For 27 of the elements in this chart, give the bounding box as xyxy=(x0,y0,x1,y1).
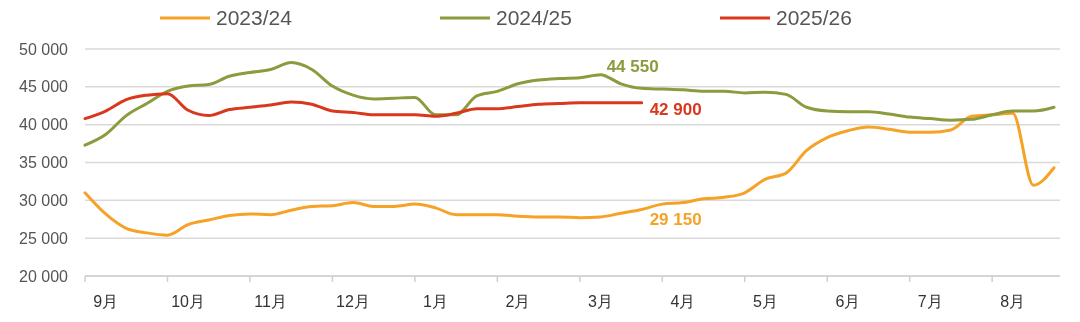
x-tick-label: 7月 xyxy=(917,293,943,310)
x-tick-label: 8月 xyxy=(1000,293,1026,310)
x-tick-label: 1月 xyxy=(423,293,448,310)
annotation: 44 550 xyxy=(606,57,659,77)
y-tick-label: 20 000 xyxy=(19,267,69,285)
x-tick-label: 9月 xyxy=(93,293,119,310)
y-tick-label: 30 000 xyxy=(19,191,69,209)
y-tick-label: 25 000 xyxy=(19,229,69,247)
x-tick-label: 10月 xyxy=(171,293,205,310)
annotation: 29 150 xyxy=(649,210,702,230)
y-tick-label: 45 000 xyxy=(19,78,69,96)
y-tick-label: 50 000 xyxy=(19,40,69,58)
x-tick-label: 11月 xyxy=(254,293,287,310)
legend-label: 2023/24 xyxy=(216,6,293,30)
x-tick-label: 12月 xyxy=(336,293,370,310)
line-series xyxy=(83,92,644,121)
y-tick-label: 40 000 xyxy=(19,116,69,134)
y-tick-label: 35 000 xyxy=(19,154,69,172)
x-tick-label: 6月 xyxy=(835,293,861,310)
legend-label: 2024/25 xyxy=(496,6,572,30)
legend-label: 2025/26 xyxy=(776,6,852,30)
x-tick-label: 4月 xyxy=(670,293,696,310)
x-tick-label: 2月 xyxy=(505,293,531,310)
line-series xyxy=(83,61,1056,147)
annotation: 42 900 xyxy=(649,99,702,119)
x-tick-label: 5月 xyxy=(752,293,778,310)
x-tick-label: 3月 xyxy=(587,293,613,310)
